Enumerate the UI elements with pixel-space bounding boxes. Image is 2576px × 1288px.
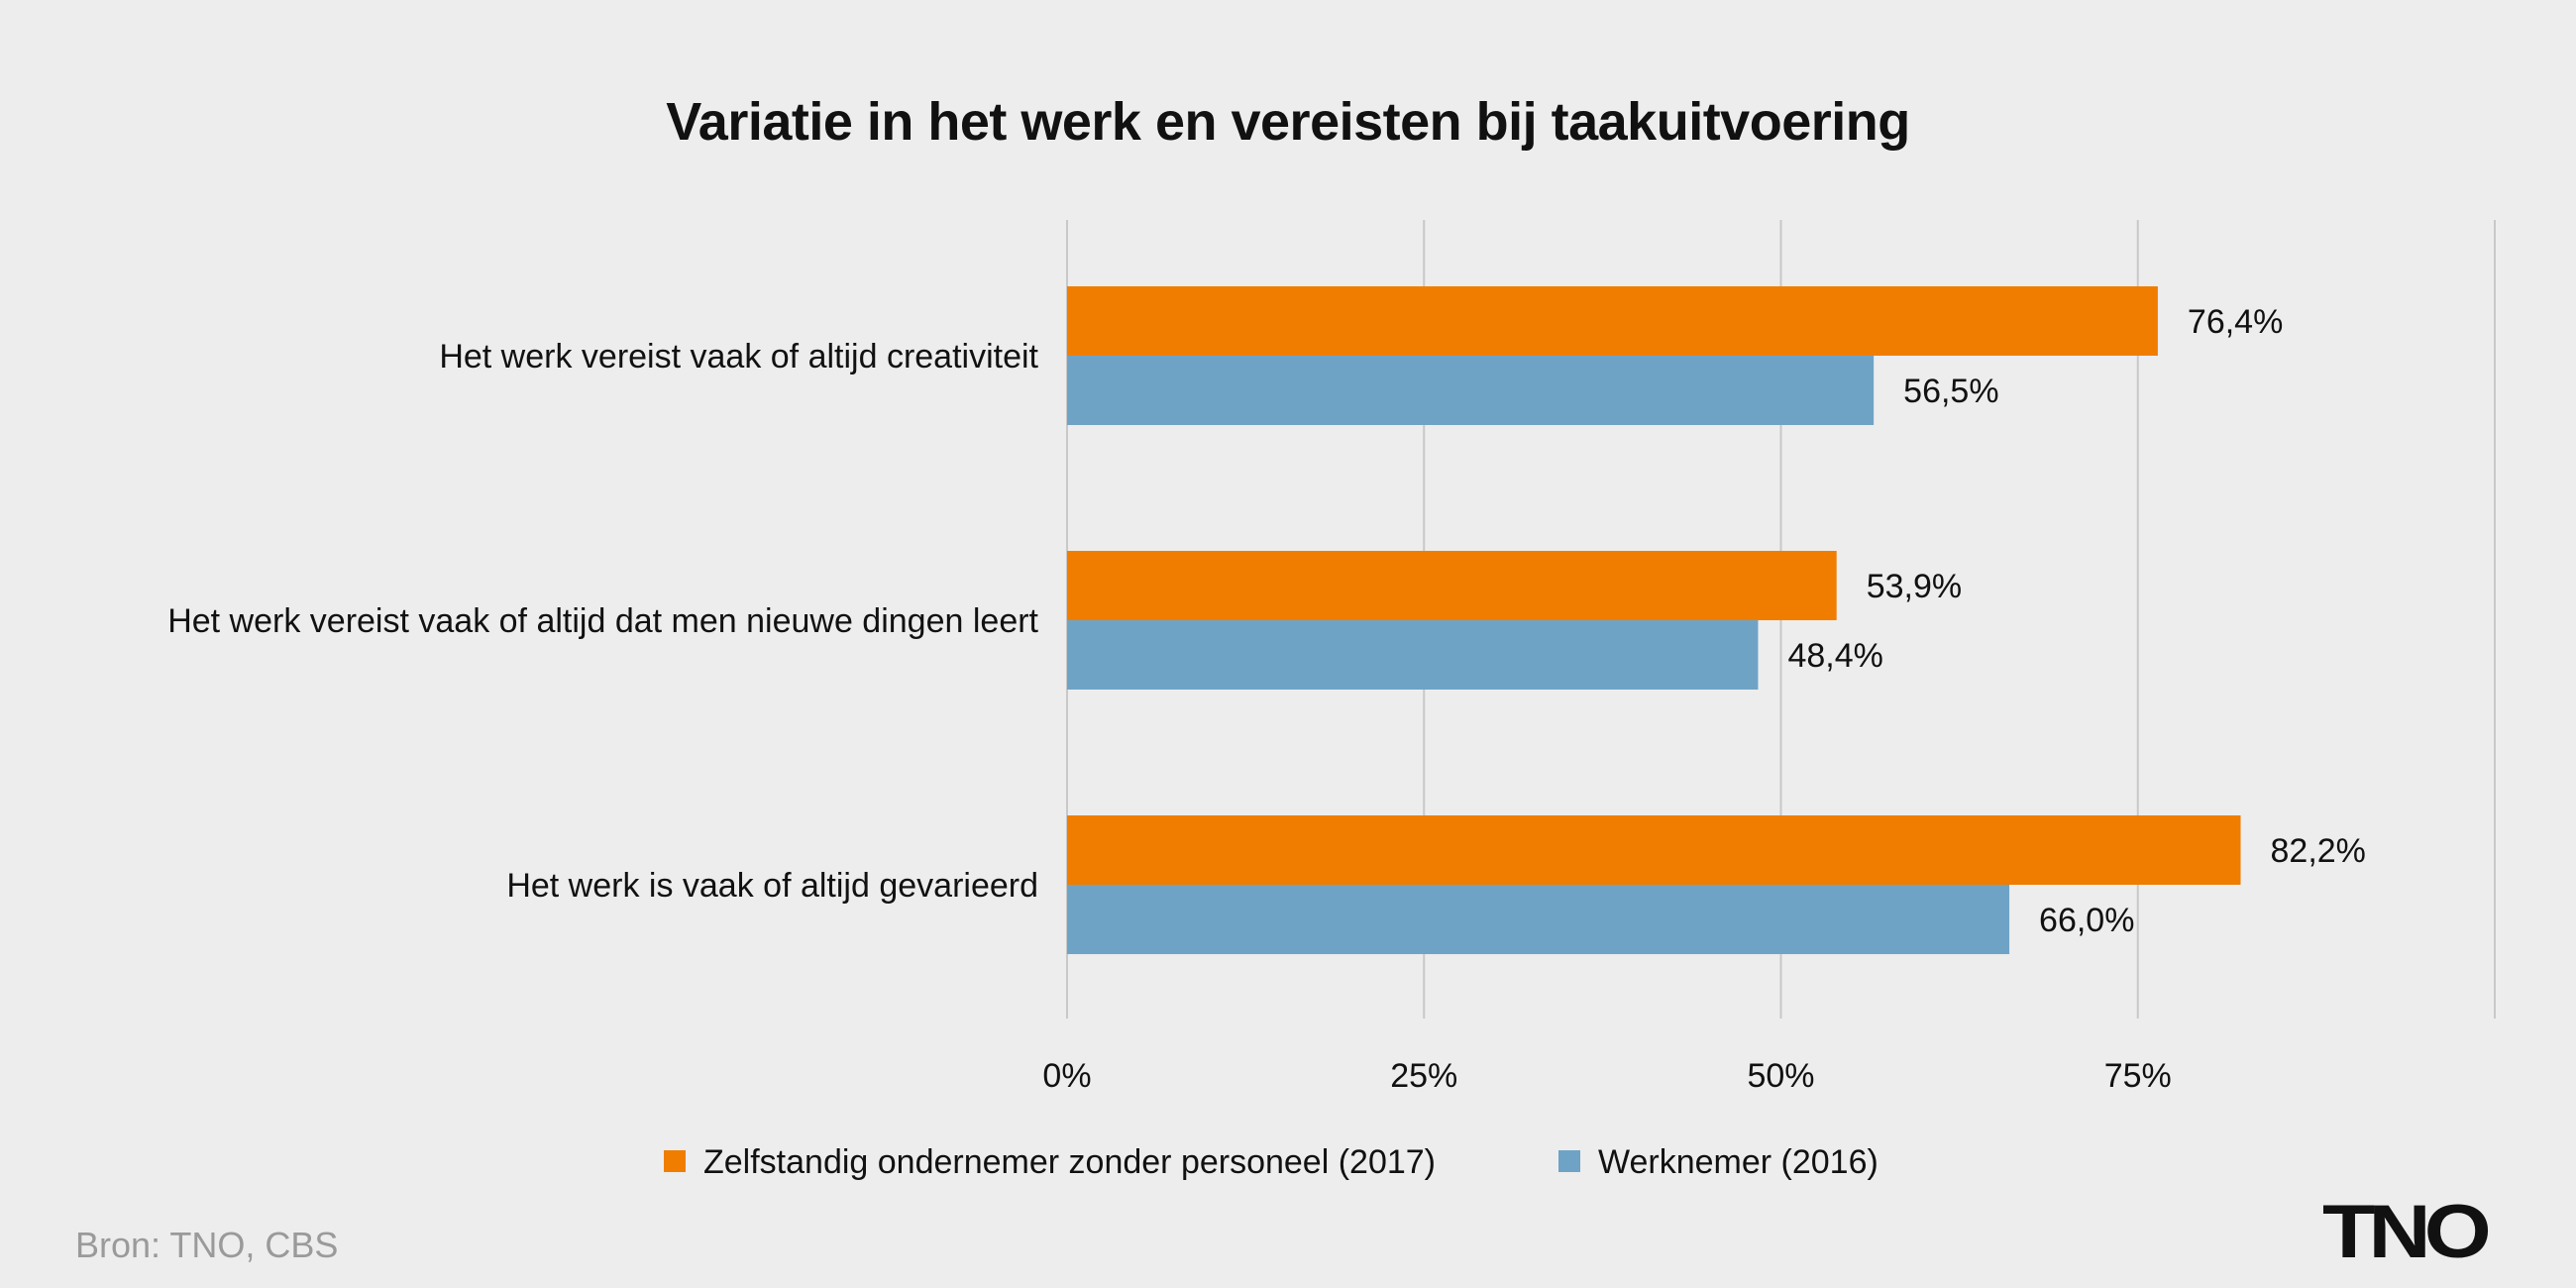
bar-2-1 xyxy=(1067,885,2009,954)
data-label-0-0: 76,4% xyxy=(2188,303,2283,341)
category-label-2: Het werk is vaak of altijd gevarieerd xyxy=(506,867,1038,905)
x-tick-label-0: 0% xyxy=(1042,1057,1091,1095)
data-label-1-1: 48,4% xyxy=(1787,637,1882,675)
category-label-0: Het werk vereist vaak of altijd creativi… xyxy=(439,338,1038,376)
legend-label-0: Zelfstandig ondernemer zonder personeel … xyxy=(703,1143,1436,1181)
x-tick-label-2: 50% xyxy=(1747,1057,1814,1095)
data-label-2-1: 66,0% xyxy=(2039,902,2134,939)
bar-0-0 xyxy=(1067,286,2158,356)
bar-2-0 xyxy=(1067,815,2241,885)
bar-1-0 xyxy=(1067,551,1837,620)
data-label-1-0: 53,9% xyxy=(1867,568,1962,605)
legend-swatch-1 xyxy=(1558,1150,1580,1172)
legend-swatch-0 xyxy=(664,1150,686,1172)
source-note: Bron: TNO, CBS xyxy=(75,1225,338,1266)
bar-1-1 xyxy=(1067,620,1758,690)
bar-0-1 xyxy=(1067,356,1874,425)
data-label-2-0: 82,2% xyxy=(2271,832,2366,870)
legend-label-1: Werknemer (2016) xyxy=(1598,1143,1878,1181)
data-label-0-1: 56,5% xyxy=(1903,373,1998,410)
x-tick-label-1: 25% xyxy=(1390,1057,1457,1095)
tno-logo: TNO xyxy=(2322,1195,2485,1270)
x-tick-label-3: 75% xyxy=(2104,1057,2172,1095)
category-label-1: Het werk vereist vaak of altijd dat men … xyxy=(167,602,1038,640)
